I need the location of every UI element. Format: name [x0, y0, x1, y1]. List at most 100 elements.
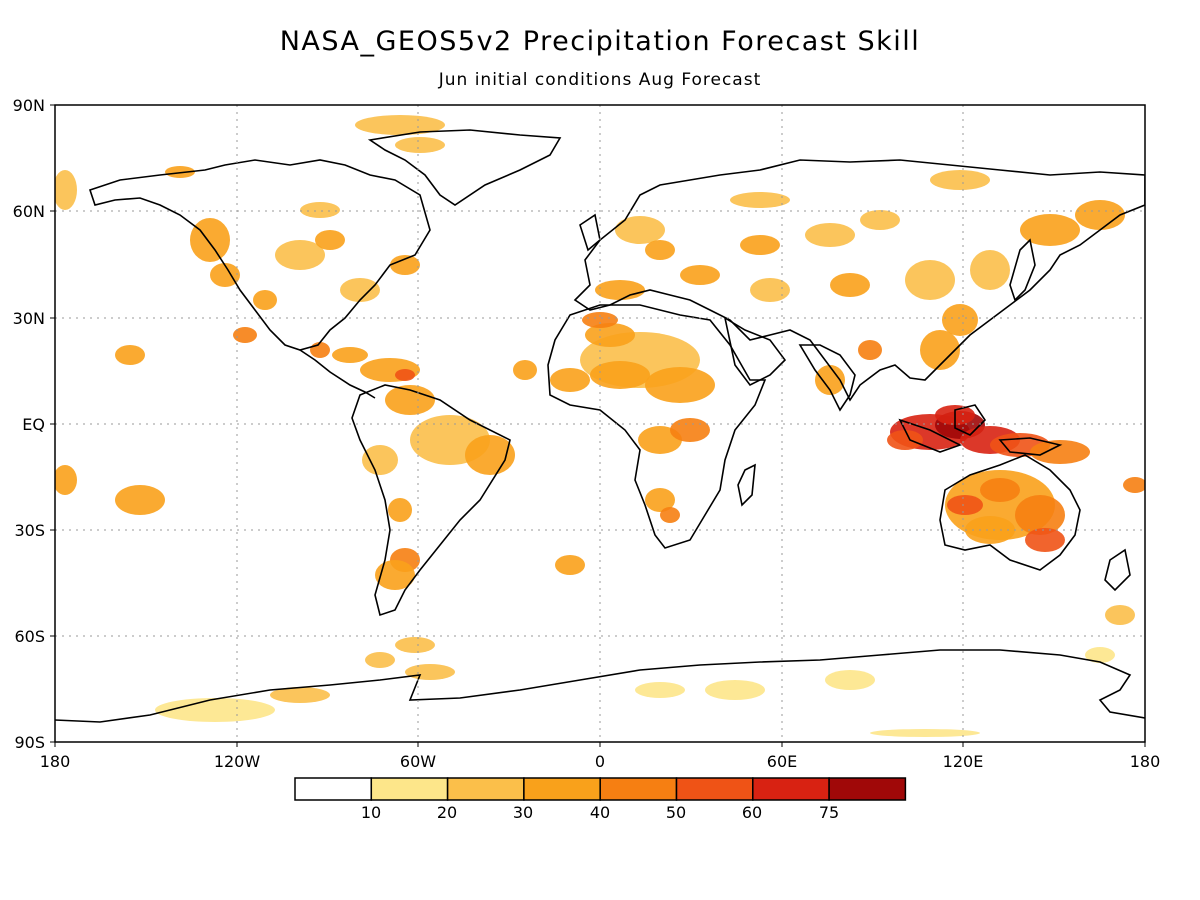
- colorbar-label: 30: [513, 803, 533, 822]
- skill-area: [730, 192, 790, 208]
- colorbar-swatch: [370, 777, 449, 801]
- skill-shading: [55, 115, 1145, 737]
- skill-area: [705, 680, 765, 700]
- skill-area: [55, 465, 77, 495]
- map-subtitle: Jun initial conditions Aug Forecast: [438, 70, 762, 90]
- skill-area: [930, 170, 990, 190]
- skill-area: [750, 278, 790, 302]
- colorbar-label: 40: [590, 803, 610, 822]
- skill-area: [942, 304, 978, 336]
- colorbar-label: 60: [742, 803, 762, 822]
- skill-area: [310, 342, 330, 358]
- lon-label: 120W: [214, 752, 261, 771]
- skill-area: [405, 664, 455, 680]
- skill-area: [815, 365, 845, 395]
- lon-label: 180: [40, 752, 71, 771]
- skill-area: [670, 418, 710, 442]
- lat-label: 30S: [14, 521, 45, 540]
- skill-area: [920, 330, 960, 370]
- colorbar-swatch: [675, 777, 754, 801]
- colorbar: [294, 777, 907, 801]
- colorbar-swatch: [828, 777, 907, 801]
- skill-area: [362, 445, 398, 475]
- lon-label: 180: [1130, 752, 1161, 771]
- skill-area: [270, 687, 330, 703]
- skill-area: [805, 223, 855, 247]
- colorbar-swatch: [523, 777, 601, 801]
- skill-area: [253, 290, 277, 310]
- colorbar-swatch: [446, 777, 525, 801]
- skill-area: [300, 202, 340, 218]
- skill-area: [740, 235, 780, 255]
- skill-area: [55, 170, 77, 210]
- skill-area: [615, 216, 665, 244]
- skill-area: [233, 327, 257, 343]
- skill-area: [332, 347, 368, 363]
- colorbar-swatch: [752, 777, 830, 801]
- skill-area: [947, 495, 983, 515]
- skill-area: [1085, 647, 1115, 663]
- skill-area: [582, 312, 618, 328]
- skill-area: [395, 637, 435, 653]
- skill-area: [513, 360, 537, 380]
- skill-area: [190, 218, 230, 262]
- skill-area: [858, 340, 882, 360]
- skill-area: [210, 263, 240, 287]
- colorbar-swatch: [294, 777, 373, 801]
- skill-area: [355, 115, 445, 135]
- skill-area: [388, 498, 412, 522]
- colorbar-label: 75: [819, 803, 839, 822]
- skill-area: [870, 729, 980, 737]
- skill-area: [965, 516, 1015, 544]
- lat-label: 90N: [13, 96, 45, 115]
- skill-area: [645, 367, 715, 403]
- map-title: NASA_GEOS5v2 Precipitation Forecast Skil…: [279, 26, 921, 57]
- skill-area: [550, 368, 590, 392]
- skill-area: [1025, 528, 1065, 552]
- skill-area: [887, 430, 923, 450]
- skill-area: [590, 361, 650, 389]
- skill-area: [905, 260, 955, 300]
- lat-label: EQ: [22, 415, 45, 434]
- skill-area: [155, 698, 275, 722]
- skill-area: [1075, 200, 1125, 230]
- skill-area: [555, 555, 585, 575]
- colorbar-label: 50: [666, 803, 686, 822]
- skill-area: [970, 250, 1010, 290]
- skill-area: [1123, 477, 1145, 493]
- skill-area: [645, 240, 675, 260]
- skill-area: [275, 240, 325, 270]
- lon-label: 60E: [767, 752, 797, 771]
- lon-label: 60W: [400, 752, 436, 771]
- skill-area: [680, 265, 720, 285]
- colorbar-label: 20: [437, 803, 457, 822]
- skill-area: [860, 210, 900, 230]
- skill-area: [830, 273, 870, 297]
- lon-label: 0: [595, 752, 605, 771]
- skill-area: [980, 478, 1020, 502]
- lat-label: 30N: [13, 309, 45, 328]
- coastlines: [55, 129, 1145, 723]
- skill-area: [660, 507, 680, 523]
- skill-area: [115, 485, 165, 515]
- lat-label: 60N: [13, 202, 45, 221]
- colorbar-label: 10: [361, 803, 381, 822]
- lat-label: 60S: [14, 627, 45, 646]
- skill-area: [395, 369, 415, 381]
- skill-area: [585, 323, 635, 347]
- lon-label: 120E: [943, 752, 984, 771]
- skill-area: [465, 435, 515, 475]
- skill-area: [1020, 214, 1080, 246]
- lat-label: 90S: [14, 733, 45, 752]
- skill-area: [635, 682, 685, 698]
- skill-area: [825, 670, 875, 690]
- skill-area: [645, 488, 675, 512]
- skill-area: [315, 230, 345, 250]
- graticule: [55, 105, 1145, 742]
- skill-area: [340, 278, 380, 302]
- skill-area: [385, 385, 435, 415]
- skill-area: [1015, 495, 1065, 535]
- skill-area: [1030, 440, 1090, 464]
- skill-area: [115, 345, 145, 365]
